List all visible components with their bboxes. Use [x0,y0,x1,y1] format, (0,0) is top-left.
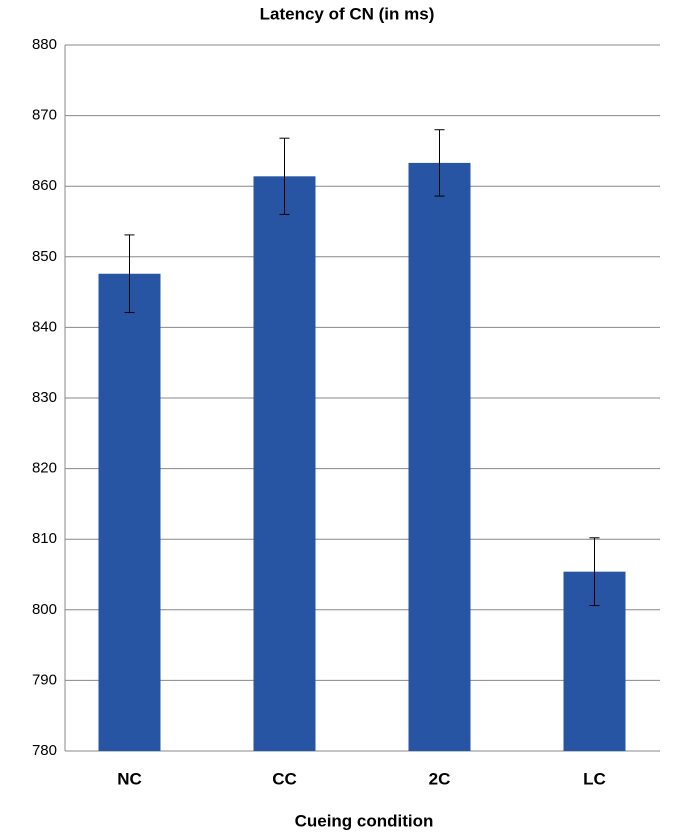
y-tick-label: 800 [32,601,57,618]
y-tick-label: 850 [32,248,57,265]
y-tick-label: 830 [32,389,57,406]
x-tick-label: LC [583,769,606,788]
y-tick-label: 780 [32,742,57,759]
bar [408,162,471,752]
y-tick-label: 860 [32,177,57,194]
bar [253,176,316,752]
y-tick-label: 820 [32,460,57,477]
x-tick-label: 2C [429,769,451,788]
x-tick-label: CC [272,769,297,788]
y-tick-label: 870 [32,107,57,124]
x-tick-label: NC [117,769,142,788]
y-tick-label: 790 [32,671,57,688]
y-tick-label: 840 [32,318,57,335]
bar [98,273,161,751]
x-axis-title: Cueing condition [295,811,434,830]
y-tick-label: 880 [32,36,57,53]
y-tick-label: 810 [32,530,57,547]
chart-title: Latency of CN (in ms) [260,4,435,23]
